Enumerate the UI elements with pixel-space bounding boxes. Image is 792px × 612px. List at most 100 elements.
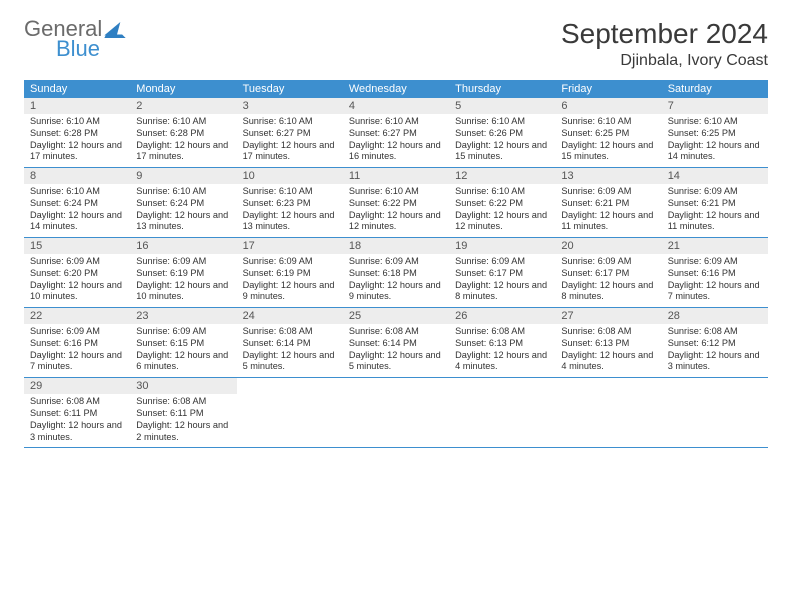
sunrise-line: Sunrise: 6:08 AM — [349, 326, 443, 338]
calendar-cell: 14 Sunrise: 6:09 AMSunset: 6:21 PMDayligh… — [662, 168, 768, 237]
calendar-cell: 11Sunrise: 6:10 AMSunset: 6:22 PMDayligh… — [343, 168, 449, 237]
day-details: Sunrise: 6:10 AMSunset: 6:28 PMDaylight:… — [24, 116, 130, 163]
day-number: 29 — [24, 378, 130, 394]
day-details: Sunrise: 6:09 AMSunset: 6:16 PMDaylight:… — [662, 256, 768, 303]
sunset-line: Sunset: 6:24 PM — [30, 198, 124, 210]
sunset-line: Sunset: 6:13 PM — [561, 338, 655, 350]
calendar-cell: 9Sunrise: 6:10 AMSunset: 6:24 PMDaylight… — [130, 168, 236, 237]
day-number — [662, 378, 768, 394]
calendar-cell: 25Sunrise: 6:08 AMSunset: 6:14 PMDayligh… — [343, 308, 449, 377]
calendar-cell: 3Sunrise: 6:10 AMSunset: 6:27 PMDaylight… — [237, 98, 343, 167]
calendar-cell: 21 Sunrise: 6:09 AMSunset: 6:16 PMDayligh… — [662, 238, 768, 307]
daylight-line: Daylight: 12 hours and 17 minutes. — [243, 140, 337, 164]
day-number: 26 — [449, 308, 555, 324]
calendar-cell: 16Sunrise: 6:09 AMSunset: 6:19 PMDayligh… — [130, 238, 236, 307]
sunset-line: Sunset: 6:17 PM — [455, 268, 549, 280]
sunset-line: Sunset: 6:17 PM — [561, 268, 655, 280]
day-details: Sunrise: 6:08 AMSunset: 6:13 PMDaylight:… — [555, 326, 661, 373]
sunset-line: Sunset: 6:24 PM — [136, 198, 230, 210]
daylight-line: Daylight: 12 hours and 6 minutes. — [136, 350, 230, 374]
daylight-line: Daylight: 12 hours and 14 minutes. — [668, 140, 762, 164]
sunset-line: Sunset: 6:23 PM — [243, 198, 337, 210]
daylight-line: Daylight: 12 hours and 7 minutes. — [668, 280, 762, 304]
sunset-line: Sunset: 6:22 PM — [455, 198, 549, 210]
sunrise-line: Sunrise: 6:10 AM — [30, 186, 124, 198]
day-details: Sunrise: 6:10 AMSunset: 6:26 PMDaylight:… — [449, 116, 555, 163]
calendar-cell: 8Sunrise: 6:10 AMSunset: 6:24 PMDaylight… — [24, 168, 130, 237]
sunset-line: Sunset: 6:27 PM — [349, 128, 443, 140]
calendar-week: 15Sunrise: 6:09 AMSunset: 6:20 PMDayligh… — [24, 238, 768, 308]
sunset-line: Sunset: 6:28 PM — [136, 128, 230, 140]
sunset-line: Sunset: 6:16 PM — [30, 338, 124, 350]
calendar-cell: 7Sunrise: 6:10 AMSunset: 6:25 PMDaylight… — [662, 98, 768, 167]
daylight-line: Daylight: 12 hours and 8 minutes. — [455, 280, 549, 304]
sunset-line: Sunset: 6:14 PM — [243, 338, 337, 350]
sunrise-line: Sunrise: 6:08 AM — [243, 326, 337, 338]
daylight-line: Daylight: 12 hours and 7 minutes. — [30, 350, 124, 374]
weekday-header: Friday — [555, 80, 661, 98]
sunset-line: Sunset: 6:15 PM — [136, 338, 230, 350]
sunset-line: Sunset: 6:25 PM — [561, 128, 655, 140]
sunset-line: Sunset: 6:21 PM — [561, 198, 655, 210]
daylight-line: Daylight: 12 hours and 4 minutes. — [455, 350, 549, 374]
daylight-line: Daylight: 12 hours and 17 minutes. — [136, 140, 230, 164]
sunrise-line: Sunrise: 6:10 AM — [349, 186, 443, 198]
sunset-line: Sunset: 6:13 PM — [455, 338, 549, 350]
sunrise-line: Sunrise: 6:10 AM — [243, 116, 337, 128]
day-number — [555, 378, 661, 394]
day-details: Sunrise: 6:10 AMSunset: 6:22 PMDaylight:… — [449, 186, 555, 233]
weekday-header-row: SundayMondayTuesdayWednesdayThursdayFrid… — [24, 80, 768, 98]
day-details: Sunrise: 6:10 AMSunset: 6:28 PMDaylight:… — [130, 116, 236, 163]
day-details: Sunrise: 6:09 AMSunset: 6:17 PMDaylight:… — [555, 256, 661, 303]
day-number: 25 — [343, 308, 449, 324]
sunrise-line: Sunrise: 6:10 AM — [455, 186, 549, 198]
daylight-line: Daylight: 12 hours and 12 minutes. — [349, 210, 443, 234]
day-details: Sunrise: 6:10 AMSunset: 6:27 PMDaylight:… — [343, 116, 449, 163]
daylight-line: Daylight: 12 hours and 13 minutes. — [136, 210, 230, 234]
daylight-line: Daylight: 12 hours and 10 minutes. — [30, 280, 124, 304]
day-number: 28 — [662, 308, 768, 324]
weekday-header: Thursday — [449, 80, 555, 98]
calendar-week: 29Sunrise: 6:08 AMSunset: 6:11 PMDayligh… — [24, 378, 768, 448]
calendar-week: 8Sunrise: 6:10 AMSunset: 6:24 PMDaylight… — [24, 168, 768, 238]
sunset-line: Sunset: 6:19 PM — [243, 268, 337, 280]
brand-part2: Blue — [56, 38, 102, 60]
day-details: Sunrise: 6:10 AMSunset: 6:27 PMDaylight:… — [237, 116, 343, 163]
calendar-cell: 6Sunrise: 6:10 AMSunset: 6:25 PMDaylight… — [555, 98, 661, 167]
day-number: 24 — [237, 308, 343, 324]
sunrise-line: Sunrise: 6:09 AM — [243, 256, 337, 268]
calendar: SundayMondayTuesdayWednesdayThursdayFrid… — [24, 80, 768, 448]
sunset-line: Sunset: 6:21 PM — [668, 198, 762, 210]
day-number: 14 — [662, 168, 768, 184]
daylight-line: Daylight: 12 hours and 11 minutes. — [668, 210, 762, 234]
day-number: 21 — [662, 238, 768, 254]
calendar-cell: 19Sunrise: 6:09 AMSunset: 6:17 PMDayligh… — [449, 238, 555, 307]
day-details: Sunrise: 6:09 AMSunset: 6:18 PMDaylight:… — [343, 256, 449, 303]
daylight-line: Daylight: 12 hours and 11 minutes. — [561, 210, 655, 234]
sunset-line: Sunset: 6:22 PM — [349, 198, 443, 210]
calendar-cell: 5Sunrise: 6:10 AMSunset: 6:26 PMDaylight… — [449, 98, 555, 167]
sunset-line: Sunset: 6:11 PM — [30, 408, 124, 420]
calendar-cell: 22Sunrise: 6:09 AMSunset: 6:16 PMDayligh… — [24, 308, 130, 377]
daylight-line: Daylight: 12 hours and 9 minutes. — [349, 280, 443, 304]
day-number: 15 — [24, 238, 130, 254]
calendar-cell: 29Sunrise: 6:08 AMSunset: 6:11 PMDayligh… — [24, 378, 130, 447]
day-details: Sunrise: 6:10 AMSunset: 6:24 PMDaylight:… — [24, 186, 130, 233]
day-number: 4 — [343, 98, 449, 114]
sunrise-line: Sunrise: 6:10 AM — [349, 116, 443, 128]
sunset-line: Sunset: 6:25 PM — [668, 128, 762, 140]
sunrise-line: Sunrise: 6:09 AM — [136, 256, 230, 268]
day-details: Sunrise: 6:09 AMSunset: 6:16 PMDaylight:… — [24, 326, 130, 373]
day-number: 30 — [130, 378, 236, 394]
daylight-line: Daylight: 12 hours and 9 minutes. — [243, 280, 337, 304]
day-number: 20 — [555, 238, 661, 254]
sunrise-line: Sunrise: 6:08 AM — [30, 396, 124, 408]
sunrise-line: Sunrise: 6:09 AM — [668, 186, 762, 198]
sunset-line: Sunset: 6:18 PM — [349, 268, 443, 280]
sunrise-line: Sunrise: 6:09 AM — [349, 256, 443, 268]
day-details: Sunrise: 6:08 AMSunset: 6:13 PMDaylight:… — [449, 326, 555, 373]
sunrise-line: Sunrise: 6:09 AM — [30, 326, 124, 338]
calendar-cell: 2Sunrise: 6:10 AMSunset: 6:28 PMDaylight… — [130, 98, 236, 167]
sunrise-line: Sunrise: 6:08 AM — [136, 396, 230, 408]
weekday-header: Saturday — [662, 80, 768, 98]
